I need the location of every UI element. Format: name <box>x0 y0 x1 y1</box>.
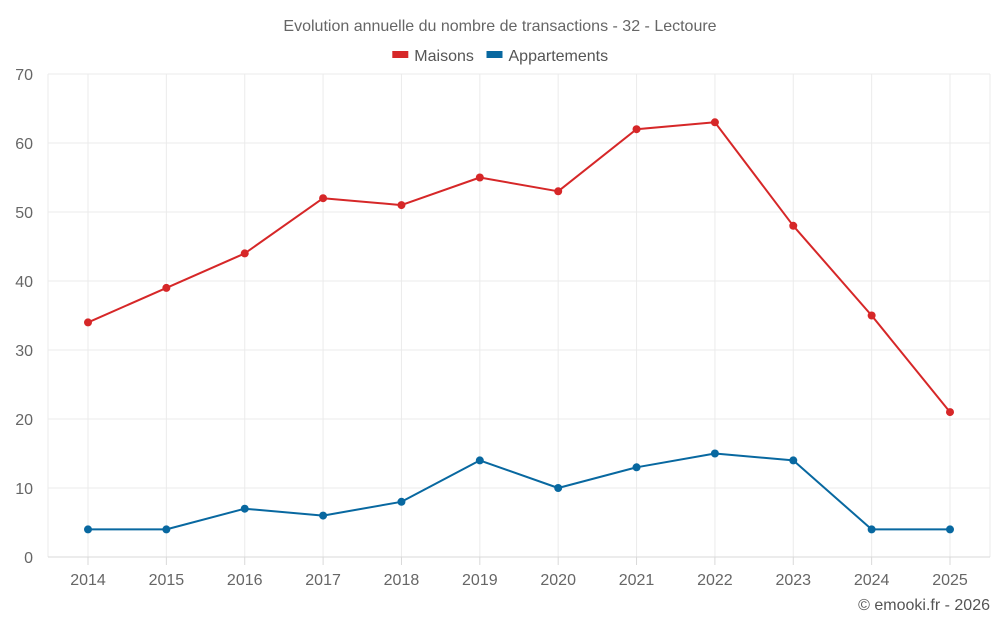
y-tick-label: 40 <box>15 274 33 291</box>
data-point <box>475 173 484 182</box>
y-tick-label: 30 <box>15 343 33 360</box>
data-point <box>554 187 563 196</box>
x-tick-label: 2019 <box>462 572 498 589</box>
x-tick-label: 2018 <box>384 572 420 589</box>
x-axis: 2014 2015 2016 2017 2018 2019 2020 2021 2022 2023… <box>48 556 990 589</box>
data-point <box>240 504 249 513</box>
data-point <box>789 221 798 230</box>
y-tick-label: 0 <box>24 550 33 567</box>
data-point <box>710 118 719 127</box>
y-tick-label: 60 <box>15 136 33 153</box>
data-point <box>946 525 954 534</box>
legend-label: Maisons <box>414 48 474 65</box>
data-point <box>240 249 249 258</box>
series-maisons <box>84 118 954 417</box>
x-tick-label: 2014 <box>70 572 106 589</box>
y-tick-label: 20 <box>15 412 33 429</box>
x-tick-label: 2022 <box>697 572 733 589</box>
data-point <box>946 408 954 417</box>
data-point <box>789 456 798 465</box>
y-tick-label: 70 <box>15 67 33 84</box>
legend-swatch <box>392 51 409 58</box>
data-point <box>867 525 876 534</box>
x-tick-label: 2024 <box>854 572 890 589</box>
x-tick-label: 2017 <box>305 572 341 589</box>
y-tick-label: 50 <box>15 205 33 222</box>
x-tick-label: 2015 <box>149 572 185 589</box>
data-point <box>319 511 328 520</box>
data-point <box>162 525 171 534</box>
chart-title: Evolution annuelle du nombre de transact… <box>283 18 716 35</box>
data-point <box>84 525 92 534</box>
grid <box>47 73 991 557</box>
legend-item-appartements: Appartements <box>486 48 609 65</box>
data-point <box>319 194 328 203</box>
data-point <box>632 463 641 472</box>
data-point <box>475 456 484 465</box>
data-point <box>632 125 641 134</box>
x-tick-label: 2020 <box>540 572 576 589</box>
data-point <box>554 484 563 492</box>
x-tick-label: 2021 <box>619 572 655 589</box>
data-point <box>867 311 876 320</box>
y-tick-label: 10 <box>15 481 33 498</box>
legend: Maisons Appartements <box>392 48 608 65</box>
x-tick-label: 2025 <box>932 572 968 589</box>
legend-label: Appartements <box>509 48 609 65</box>
series-group <box>84 118 954 534</box>
data-point <box>710 449 719 458</box>
data-point <box>397 497 406 506</box>
series-line <box>88 452 950 531</box>
data-point <box>397 201 406 210</box>
copyright-footer: © emooki.fr - 2026 <box>858 597 990 614</box>
data-point <box>84 318 92 327</box>
legend-swatch <box>486 51 503 58</box>
series-appartements <box>84 449 954 534</box>
legend-item-maisons: Maisons <box>392 48 474 65</box>
series-line <box>87 121 951 413</box>
y-axis: 0 10 20 30 40 50 60 70 <box>15 67 33 567</box>
x-tick-label: 2016 <box>227 572 263 589</box>
x-tick-label: 2023 <box>775 572 811 589</box>
data-point <box>162 283 171 292</box>
